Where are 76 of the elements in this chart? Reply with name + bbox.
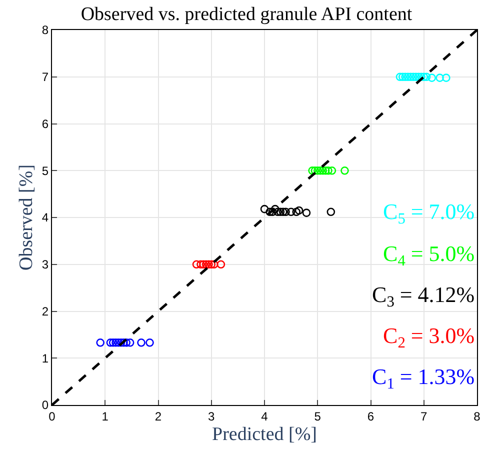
text: C$_{4}$ = 5.0%	[383, 241, 475, 270]
point	[282, 208, 290, 216]
point	[328, 166, 336, 175]
y-tick-label: 4	[42, 210, 49, 225]
point	[260, 204, 269, 214]
x-tick-label: 2	[154, 409, 162, 424]
point	[207, 260, 216, 269]
y-tick-label: 1	[42, 351, 49, 366]
point	[216, 260, 226, 269]
text: C$_{5}$ = 7.0%	[383, 199, 475, 228]
y-tick-label: 2	[42, 304, 49, 318]
point	[270, 204, 280, 214]
point	[268, 208, 277, 216]
x-tick-label: 1	[102, 409, 109, 424]
x-tick-label: 7	[420, 409, 428, 424]
point	[276, 208, 285, 216]
point	[196, 260, 205, 269]
point	[404, 72, 412, 82]
point	[266, 208, 274, 216]
text: C$_{3}$ = 4.12%	[372, 282, 475, 311]
point	[286, 208, 296, 216]
point	[106, 338, 115, 347]
point	[313, 166, 322, 175]
y-axis-title: Observed [%]	[16, 164, 37, 271]
point	[398, 72, 407, 82]
point	[417, 72, 426, 82]
y-tick-label: 6	[42, 116, 49, 131]
point	[278, 208, 288, 216]
point	[422, 72, 431, 82]
point	[126, 338, 134, 347]
x-tick-label: 3	[208, 409, 216, 424]
point	[412, 72, 420, 82]
point	[146, 338, 154, 347]
point	[321, 166, 330, 175]
point	[326, 208, 336, 216]
point	[340, 166, 349, 175]
chart-title: Observed vs. predicted granule API content	[80, 4, 413, 26]
point	[122, 338, 131, 347]
point	[324, 166, 332, 175]
y-tick-label: 0	[42, 398, 49, 412]
point	[308, 166, 316, 175]
point	[310, 166, 320, 175]
point	[112, 338, 120, 347]
y-tick-label: 8	[42, 23, 49, 38]
y-tick-label: 7	[42, 70, 49, 84]
point	[420, 72, 428, 82]
x-tick-label: 5	[314, 409, 322, 424]
text: C$_{2}$ = 3.0%	[383, 323, 475, 352]
point	[316, 166, 324, 175]
point	[202, 260, 210, 269]
x-axis-title: Predicted [%]	[212, 424, 317, 446]
point	[192, 260, 201, 269]
point	[428, 74, 436, 82]
point	[396, 72, 404, 82]
point	[401, 72, 410, 82]
point	[442, 74, 450, 82]
point	[199, 260, 208, 269]
point	[108, 338, 118, 347]
point	[318, 166, 328, 175]
point	[406, 72, 415, 82]
x-tick-label: 8	[474, 409, 481, 424]
point	[294, 206, 304, 215]
point	[274, 208, 282, 216]
point	[204, 260, 213, 269]
x-tick-label: 6	[367, 409, 374, 424]
y-tick-label: 3	[42, 258, 49, 272]
text: C$_{1}$ = 1.33%	[372, 364, 475, 393]
point	[292, 208, 301, 216]
point	[210, 260, 218, 269]
point	[436, 74, 444, 82]
point	[137, 338, 146, 347]
point	[96, 338, 104, 347]
y-tick-label: 5	[42, 164, 49, 178]
point	[302, 208, 311, 217]
x-tick-label: 4	[261, 409, 268, 424]
point	[409, 72, 418, 82]
